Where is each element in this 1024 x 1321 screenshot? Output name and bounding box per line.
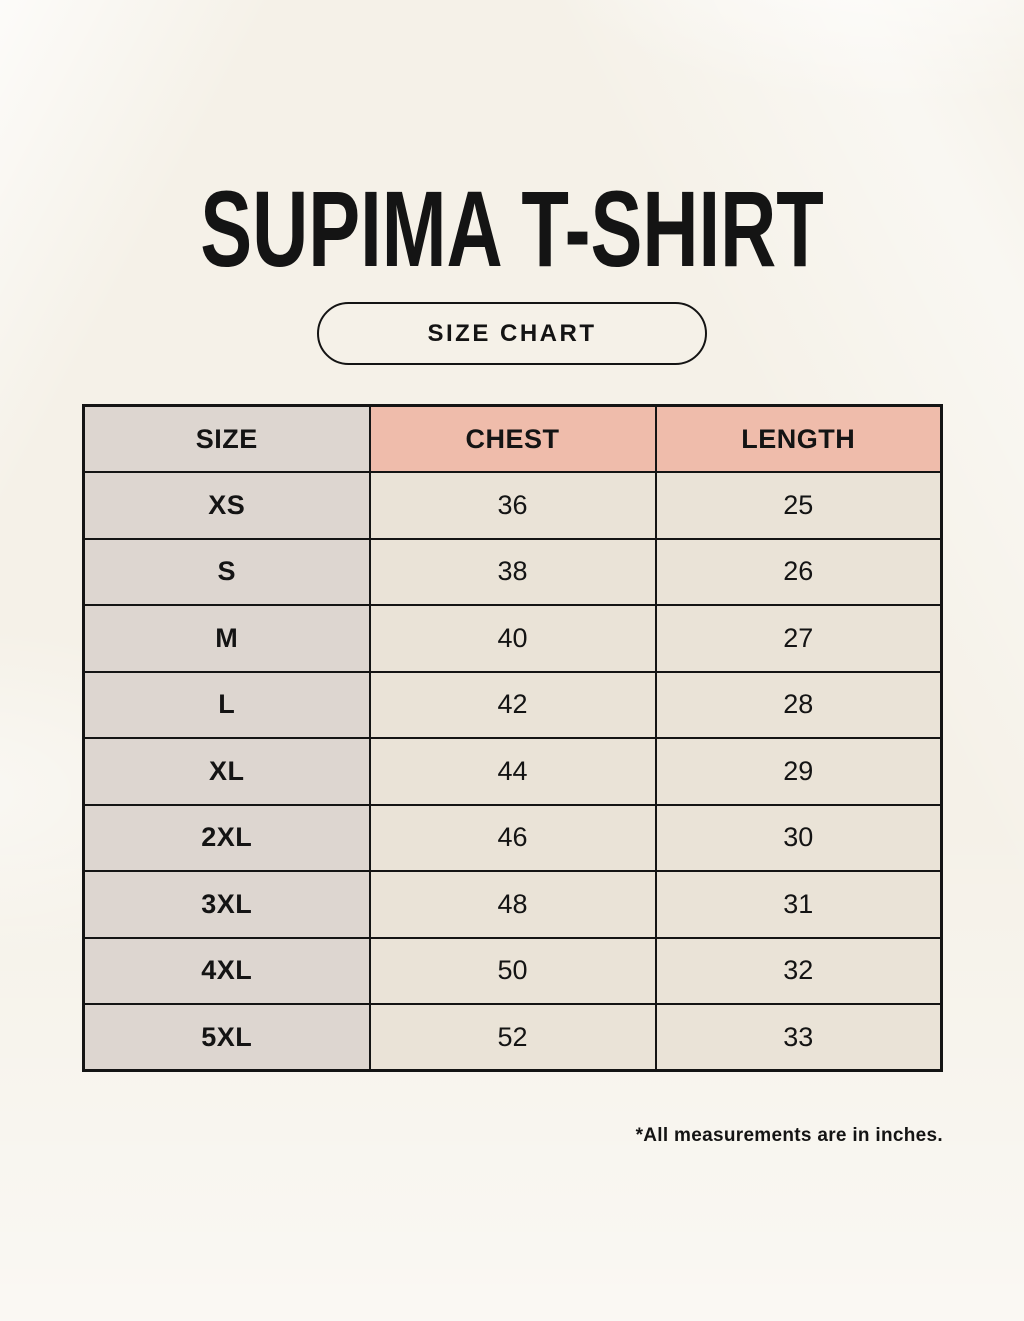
size-chart-table: SIZE CHEST LENGTH XS 36 25 S 38 26 M (82, 404, 943, 1072)
table-row: 2XL 46 30 (82, 803, 943, 872)
size-cell: 4XL (82, 936, 371, 1005)
column-header-length: LENGTH (654, 404, 943, 473)
chest-cell: 36 (368, 471, 657, 540)
length-cell: 31 (654, 870, 943, 939)
length-cell: 29 (654, 737, 943, 806)
length-cell: 33 (654, 1003, 943, 1072)
length-cell: 30 (654, 803, 943, 872)
column-header-chest: CHEST (368, 404, 657, 473)
size-cell: S (82, 537, 371, 606)
chest-cell: 40 (368, 604, 657, 673)
table-row: S 38 26 (82, 537, 943, 606)
size-chart-badge[interactable]: SIZE CHART (317, 302, 707, 365)
size-chart-table-container: SIZE CHEST LENGTH XS 36 25 S 38 26 M (82, 404, 943, 1072)
table-row: 4XL 50 32 (82, 936, 943, 1005)
size-cell: 3XL (82, 870, 371, 939)
table-row: M 40 27 (82, 604, 943, 673)
measurements-footnote: *All measurements are in inches. (635, 1125, 943, 1146)
table-row: XL 44 29 (82, 737, 943, 806)
table-row: L 42 28 (82, 670, 943, 739)
size-cell: M (82, 604, 371, 673)
table-row: 5XL 52 33 (82, 1003, 943, 1072)
size-cell: L (82, 670, 371, 739)
size-chart-badge-label: SIZE CHART (427, 319, 597, 347)
length-cell: 28 (654, 670, 943, 739)
column-header-size: SIZE (82, 404, 371, 473)
chest-cell: 46 (368, 803, 657, 872)
length-cell: 27 (654, 604, 943, 673)
chest-cell: 48 (368, 870, 657, 939)
chest-cell: 52 (368, 1003, 657, 1072)
table-header-row: SIZE CHEST LENGTH (82, 404, 943, 473)
chest-cell: 42 (368, 670, 657, 739)
chest-cell: 50 (368, 936, 657, 1005)
size-cell: 2XL (82, 803, 371, 872)
page-title: SUPIMA T-SHIRT (200, 168, 824, 289)
page-title-container: SUPIMA T-SHIRT (0, 175, 1024, 283)
size-cell: 5XL (82, 1003, 371, 1072)
size-cell: XS (82, 471, 371, 540)
chest-cell: 44 (368, 737, 657, 806)
table-row: XS 36 25 (82, 471, 943, 540)
size-cell: XL (82, 737, 371, 806)
length-cell: 32 (654, 936, 943, 1005)
length-cell: 25 (654, 471, 943, 540)
table-row: 3XL 48 31 (82, 870, 943, 939)
chest-cell: 38 (368, 537, 657, 606)
length-cell: 26 (654, 537, 943, 606)
